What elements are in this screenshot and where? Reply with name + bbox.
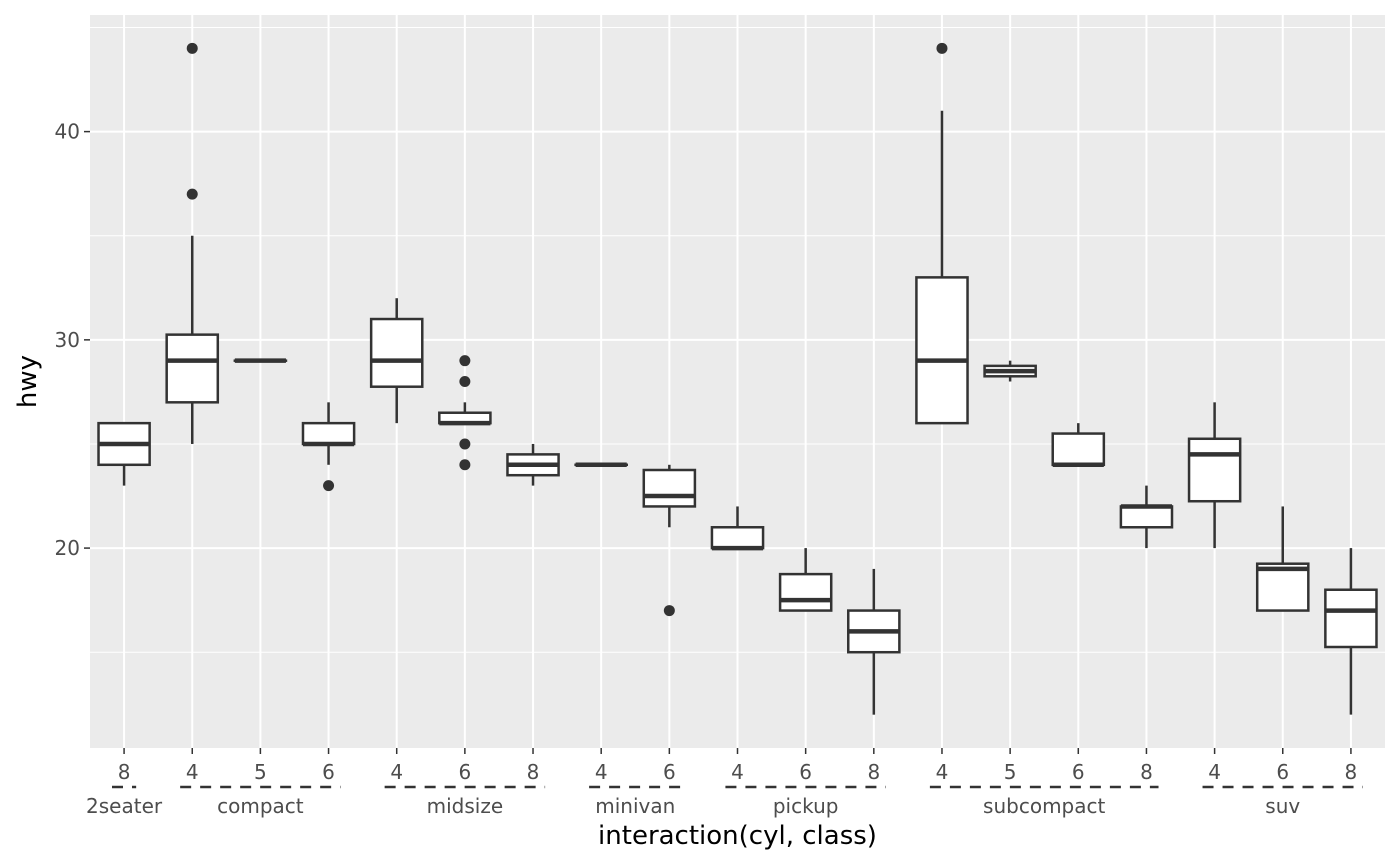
box-midsize-8 — [506, 443, 560, 486]
x-tick-label: 6 — [459, 760, 472, 784]
x-tick-label: 6 — [1276, 760, 1289, 784]
box-iqr — [301, 421, 356, 446]
box-2seater-8 — [97, 421, 151, 486]
group-label: compact — [217, 794, 304, 818]
x-tick-label: 4 — [595, 760, 608, 784]
box-compact-6 — [301, 402, 356, 492]
x-tick-label: 4 — [1208, 760, 1221, 784]
box-suv-4 — [1187, 402, 1242, 549]
x-tick-label: 4 — [186, 760, 199, 784]
box-subcompact-6 — [1051, 423, 1106, 468]
y-axis-title: hwy — [13, 355, 43, 408]
box-pickup-4 — [710, 506, 765, 551]
outlier-point — [459, 438, 471, 450]
box-iqr — [778, 572, 833, 612]
box-iqr — [1051, 432, 1106, 467]
box-pickup-6 — [778, 548, 833, 612]
group-label: pickup — [773, 794, 839, 818]
outlier-point — [936, 42, 948, 54]
outlier-point — [186, 188, 198, 200]
group-label: 2seater — [86, 794, 163, 818]
box-midsize-4 — [369, 298, 424, 424]
box-iqr — [165, 333, 220, 404]
boxes-layer — [97, 42, 1378, 715]
outlier-point — [459, 376, 471, 387]
x-tick-label: 4 — [936, 760, 949, 784]
x-tick-label: 6 — [799, 760, 812, 784]
box-midsize-6 — [438, 355, 492, 471]
box-suv-8 — [1324, 548, 1378, 715]
x-tick-label: 5 — [254, 760, 267, 784]
x-tick-label: 6 — [1072, 760, 1085, 784]
box-iqr — [1255, 562, 1310, 612]
y-axis-ticks: 20 30 40 — [55, 120, 90, 560]
x-tick-label: 5 — [1004, 760, 1017, 784]
y-tick-label: 30 — [55, 328, 80, 352]
box-iqr — [1119, 505, 1174, 529]
box-subcompact-8 — [1119, 485, 1174, 549]
box-suv-6 — [1255, 506, 1310, 612]
x-tick-label: 8 — [1345, 760, 1358, 784]
group-label: midsize — [427, 794, 504, 818]
x-tick-label: 8 — [527, 760, 540, 784]
box-subcompact-5 — [983, 360, 1037, 382]
x-tick-label: 6 — [322, 760, 335, 784]
y-tick-label: 40 — [55, 120, 80, 144]
x-tick-label: 4 — [390, 760, 403, 784]
box-minivan-6 — [642, 464, 697, 617]
group-label: suv — [1265, 794, 1300, 818]
box-iqr — [710, 526, 765, 550]
x-tick-label: 4 — [731, 760, 744, 784]
box-iqr — [915, 276, 969, 425]
box-iqr — [369, 317, 424, 388]
x-tick-label: 8 — [867, 760, 880, 784]
x-axis-title: interaction(cyl, class) — [598, 821, 877, 851]
group-label: subcompact — [983, 794, 1105, 818]
y-tick-label: 20 — [55, 536, 80, 560]
outlier-point — [186, 42, 198, 54]
x-tick-label: 8 — [118, 760, 131, 784]
box-iqr — [642, 468, 697, 508]
box-pickup-8 — [847, 568, 901, 715]
x-axis-ticks: 8 4 5 6 4 6 8 4 6 4 6 8 4 5 6 8 4 6 8 — [118, 748, 1358, 784]
outlier-point — [663, 605, 675, 617]
group-label: minivan — [595, 794, 675, 818]
x-tick-label: 6 — [663, 760, 676, 784]
outlier-point — [459, 355, 471, 367]
outlier-point — [459, 459, 471, 471]
box-iqr — [1324, 588, 1378, 649]
x-axis-group-labels: 2seater compact midsize minivan pickup subcom… — [86, 785, 1363, 818]
box-subcompact-4 — [915, 42, 969, 425]
x-tick-label: 8 — [1140, 760, 1153, 784]
box-iqr — [1187, 437, 1242, 503]
box-compact-4 — [165, 42, 220, 444]
outlier-point — [323, 480, 335, 492]
